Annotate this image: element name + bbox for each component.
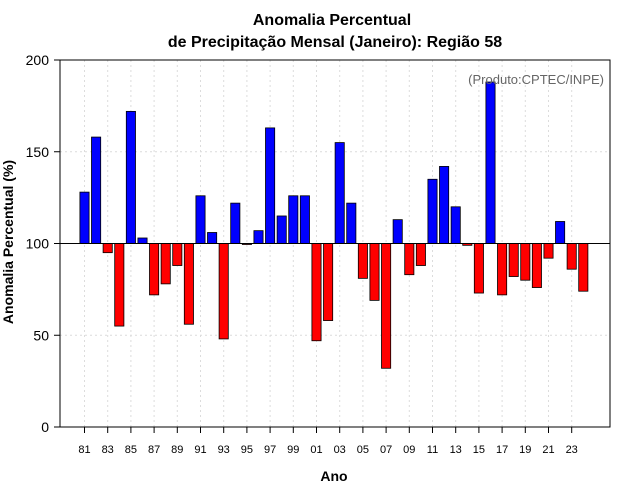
bar-2004 [346, 202, 357, 244]
x-axis: 81 83 85 87 89 91 93 95 97 99 01 03 05 07 09 11 13 15 17 19… [78, 427, 578, 456]
bar-2001 [311, 243, 322, 342]
chart-title-line1: Anomalia Percentual [253, 12, 411, 29]
bar-1984 [114, 243, 125, 327]
x-tick-label: 97 [264, 444, 276, 456]
bar-1993 [218, 243, 229, 340]
x-tick-label: 05 [357, 444, 369, 456]
bar-2017 [497, 243, 508, 296]
bar-1990 [183, 243, 194, 325]
bar-2020 [531, 243, 542, 288]
x-tick-label: 87 [148, 444, 160, 456]
chart-title-line2: de Precipitação Mensal (Janeiro): Região… [168, 34, 502, 51]
bar-2012 [439, 166, 450, 244]
y-tick-label: 200 [26, 52, 50, 68]
x-tick-label: 01 [310, 444, 322, 456]
bar-2002 [323, 243, 334, 321]
bar-2015 [473, 243, 484, 294]
y-axis: 0 50 100 150 200 [26, 52, 60, 435]
bar-2003 [334, 142, 345, 244]
bar-1988 [160, 243, 171, 285]
bar-2011 [427, 178, 438, 244]
bar-1981 [79, 191, 90, 244]
x-tick-label: 19 [519, 444, 531, 456]
bar-2021 [543, 243, 554, 259]
bar-2009 [404, 243, 415, 276]
y-tick-label: 100 [26, 236, 50, 252]
x-tick-label: 81 [78, 444, 90, 456]
x-tick-label: 13 [450, 444, 462, 456]
x-tick-label: 09 [403, 444, 415, 456]
bar-1985 [125, 110, 136, 244]
bar-2019 [520, 243, 531, 281]
bar-1983 [102, 243, 113, 254]
bar-2010 [415, 243, 426, 266]
bar-1991 [195, 195, 206, 244]
bar-1982 [91, 136, 102, 244]
bar-2016 [485, 81, 496, 244]
x-tick-label: 99 [287, 444, 299, 456]
y-tick-label: 0 [41, 419, 49, 435]
x-tick-label: 21 [542, 444, 554, 456]
bar-1999 [288, 195, 299, 244]
bars [79, 81, 589, 369]
x-tick-label: 95 [241, 444, 253, 456]
bar-1989 [172, 243, 183, 266]
bar-2023 [566, 243, 577, 270]
x-tick-label: 85 [125, 444, 137, 456]
bar-1986 [137, 237, 148, 244]
bar-1992 [207, 232, 218, 244]
x-tick-label: 15 [473, 444, 485, 456]
bar-2013 [450, 206, 461, 244]
bar-1996 [253, 230, 264, 244]
bar-2005 [357, 243, 368, 279]
x-tick-label: 07 [380, 444, 392, 456]
x-tick-label: 89 [171, 444, 183, 456]
bar-1997 [265, 127, 276, 244]
x-axis-label: Ano [320, 468, 347, 484]
y-tick-label: 150 [26, 144, 50, 160]
x-tick-label: 11 [427, 444, 438, 456]
bar-2024 [578, 243, 589, 292]
x-tick-label: 93 [218, 444, 230, 456]
x-tick-label: 83 [102, 444, 114, 456]
bar-2007 [381, 243, 392, 369]
x-tick-label: 23 [566, 444, 578, 456]
bar-2006 [369, 243, 380, 301]
credit-text: (Produto:CPTEC/INPE) [468, 72, 604, 87]
bar-2008 [392, 219, 403, 244]
y-axis-label: Anomalia Percentual (%) [0, 160, 16, 324]
bar-1998 [276, 215, 287, 244]
bar-2022 [555, 221, 566, 244]
y-tick-label: 50 [33, 327, 49, 343]
bar-2018 [508, 243, 519, 277]
x-tick-label: 91 [194, 444, 206, 456]
x-tick-label: 17 [496, 444, 508, 456]
bar-2000 [299, 195, 310, 244]
bar-1987 [149, 243, 160, 296]
x-tick-label: 03 [334, 444, 346, 456]
bar-1994 [230, 202, 241, 244]
